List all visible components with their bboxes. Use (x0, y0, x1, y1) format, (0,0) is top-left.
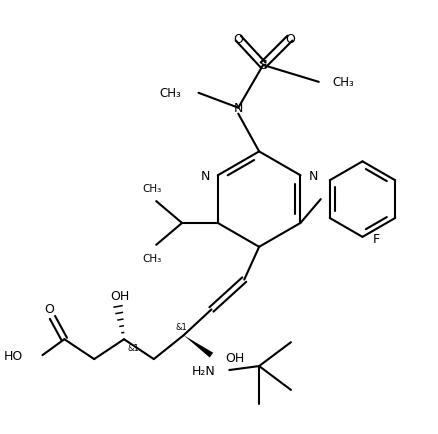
Text: N: N (201, 169, 210, 182)
Text: &1: &1 (127, 343, 139, 352)
Text: O: O (285, 33, 295, 46)
Text: &1: &1 (176, 322, 187, 331)
Text: O: O (233, 33, 243, 46)
Text: N: N (308, 169, 318, 182)
Polygon shape (184, 335, 213, 358)
Text: CH₃: CH₃ (333, 76, 354, 89)
Text: O: O (45, 302, 54, 315)
Text: F: F (372, 233, 380, 246)
Text: CH₃: CH₃ (143, 184, 162, 194)
Text: OH: OH (110, 289, 130, 302)
Text: N: N (233, 102, 243, 115)
Text: S: S (259, 59, 267, 72)
Text: OH: OH (225, 351, 244, 364)
Text: HO: HO (4, 349, 23, 362)
Text: CH₃: CH₃ (143, 253, 162, 263)
Text: H₂N: H₂N (192, 364, 215, 377)
Text: CH₃: CH₃ (159, 87, 180, 100)
